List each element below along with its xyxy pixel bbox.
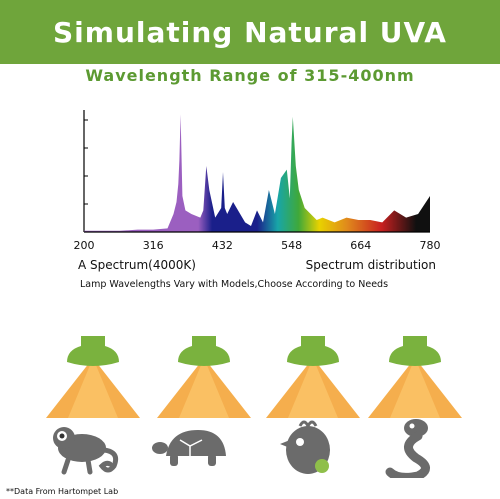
x-tick-label: 664: [350, 239, 371, 252]
chameleon-icon: [53, 427, 119, 475]
page-title: Simulating Natural UVA: [53, 15, 447, 49]
lamp-icon: [368, 336, 462, 418]
bird-icon: [280, 420, 330, 474]
lamp-icon: [46, 336, 140, 418]
lamp-icon: [157, 336, 251, 418]
x-tick-label: 316: [143, 239, 164, 252]
spectrum-distribution-label: Spectrum distribution: [305, 258, 436, 272]
title-banner: Simulating Natural UVA: [0, 0, 500, 64]
spectrum-temperature-label: A Spectrum(4000K): [78, 258, 196, 272]
x-tick-labels: 200 316 432 548 664 780: [74, 239, 441, 252]
spectrum-chart: 200 316 432 548 664 780: [74, 110, 441, 252]
wavelength-subtitle: Wavelength Range of 315-400nm: [85, 66, 415, 85]
spectrum-area: [84, 114, 430, 232]
x-tick-label: 200: [74, 239, 95, 252]
model-note: Lamp Wavelengths Vary with Models,Choose…: [80, 279, 389, 290]
snake-icon: [385, 419, 430, 478]
turtle-icon: [152, 430, 226, 466]
lamp-icon: [266, 336, 360, 418]
x-tick-label: 432: [212, 239, 233, 252]
x-tick-label: 780: [420, 239, 441, 252]
data-source-footnote: **Data From Hartompet Lab: [6, 487, 119, 496]
x-tick-label: 548: [281, 239, 302, 252]
